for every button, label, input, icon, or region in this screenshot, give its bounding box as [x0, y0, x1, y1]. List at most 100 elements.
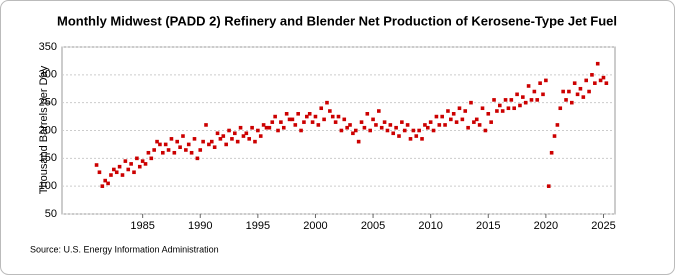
- y-tick-label: 350: [39, 41, 57, 53]
- point: [451, 112, 456, 116]
- point: [290, 117, 295, 122]
- x-tick-label: 2010: [418, 220, 442, 232]
- point: [307, 112, 312, 116]
- point: [595, 61, 600, 66]
- point: [253, 139, 257, 144]
- point: [322, 117, 326, 122]
- y-tick-label: 150: [39, 152, 57, 164]
- x-tick-label: 1995: [246, 220, 270, 232]
- y-tick-label: 300: [39, 69, 57, 81]
- point: [238, 125, 243, 130]
- point: [313, 114, 318, 119]
- point: [604, 81, 609, 85]
- point: [569, 100, 574, 105]
- point: [244, 131, 249, 136]
- point: [400, 120, 404, 124]
- point: [204, 123, 208, 127]
- point: [549, 150, 554, 155]
- source: Source: U.S. Energy Information Administ…: [30, 244, 219, 254]
- x-tick-label: 2000: [303, 220, 327, 232]
- point: [351, 131, 355, 136]
- point: [198, 148, 203, 152]
- point: [601, 75, 606, 80]
- x-tick-label: 2015: [476, 220, 500, 232]
- point: [374, 123, 378, 127]
- point: [166, 148, 171, 152]
- point: [420, 137, 424, 141]
- point: [489, 120, 493, 124]
- point: [431, 128, 436, 133]
- x-tick-label: 1985: [130, 220, 154, 232]
- point: [120, 173, 125, 177]
- point: [460, 117, 465, 122]
- point: [299, 128, 303, 133]
- point: [463, 109, 468, 113]
- point: [518, 103, 522, 108]
- point: [474, 117, 479, 122]
- point: [152, 148, 156, 152]
- point: [175, 139, 180, 144]
- point: [457, 106, 462, 111]
- point: [218, 137, 223, 141]
- point: [425, 125, 430, 130]
- point: [169, 137, 174, 141]
- point: [146, 150, 151, 155]
- point: [546, 184, 551, 188]
- y-tick-label: 250: [39, 97, 57, 109]
- point: [132, 170, 136, 175]
- point: [333, 120, 338, 124]
- point: [503, 98, 508, 102]
- point: [135, 156, 139, 161]
- point: [123, 159, 128, 163]
- point: [241, 134, 246, 138]
- point: [189, 150, 194, 155]
- point: [201, 139, 205, 144]
- point: [261, 123, 266, 127]
- point: [454, 120, 459, 124]
- point: [345, 125, 349, 130]
- point: [561, 89, 565, 94]
- point: [195, 156, 200, 161]
- point: [163, 142, 168, 147]
- point: [319, 106, 324, 111]
- point: [362, 125, 367, 130]
- point: [270, 120, 275, 124]
- point: [184, 148, 188, 152]
- point: [538, 81, 542, 85]
- point: [256, 128, 260, 133]
- point: [526, 84, 531, 88]
- y-tick-label: 200: [39, 124, 57, 136]
- point: [388, 123, 393, 127]
- point: [224, 142, 228, 147]
- point: [397, 134, 401, 138]
- point: [492, 98, 496, 102]
- point: [521, 95, 525, 99]
- point: [325, 100, 329, 105]
- point: [172, 150, 177, 155]
- point: [316, 123, 321, 127]
- x-tick-label: 2025: [591, 220, 615, 232]
- point: [578, 86, 583, 91]
- point: [423, 123, 427, 127]
- chart-title: Monthly Midwest (PADD 2) Refinery and Bl…: [57, 13, 617, 28]
- point: [581, 95, 586, 99]
- point: [509, 98, 514, 102]
- y-axis-label: Thousand Barrels per Day: [38, 65, 50, 194]
- point: [440, 114, 444, 119]
- point: [558, 106, 563, 111]
- point: [590, 73, 594, 77]
- point: [572, 81, 577, 85]
- point: [143, 162, 148, 166]
- point: [584, 78, 588, 83]
- point: [209, 139, 214, 144]
- point: [247, 137, 252, 141]
- point: [486, 112, 491, 116]
- y-tick-label: 50: [45, 208, 57, 220]
- point: [293, 123, 298, 127]
- point: [417, 128, 421, 133]
- point: [523, 100, 528, 105]
- point: [477, 123, 482, 127]
- point: [100, 184, 105, 188]
- point: [212, 145, 217, 149]
- point: [555, 123, 560, 127]
